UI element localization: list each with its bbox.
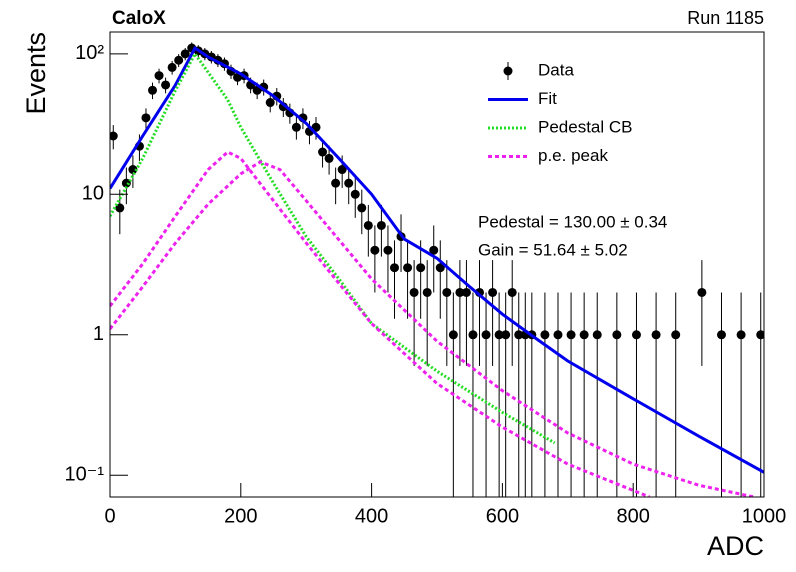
chart-title: CaloX xyxy=(112,8,166,29)
data-point xyxy=(376,220,386,230)
legend-label: Pedestal CB xyxy=(538,117,633,136)
data-point xyxy=(651,330,661,340)
curve xyxy=(110,160,755,497)
data-point xyxy=(389,263,399,273)
data-point xyxy=(161,80,171,90)
data-point xyxy=(357,203,367,213)
data-point xyxy=(422,287,432,297)
data-point xyxy=(324,153,334,163)
data-point xyxy=(448,330,458,340)
y-axis-label: Events xyxy=(21,32,51,115)
data-point xyxy=(566,330,576,340)
legend-label: Fit xyxy=(538,89,557,108)
data-point xyxy=(416,263,426,273)
data-point xyxy=(716,330,726,340)
y-tick-label: 10² xyxy=(75,42,104,64)
y-tick-label: 1 xyxy=(93,323,104,345)
data-point xyxy=(318,147,328,157)
data-point xyxy=(337,165,347,175)
data-point xyxy=(671,330,681,340)
data-point xyxy=(481,330,491,340)
data-point xyxy=(697,287,707,297)
data-point xyxy=(148,85,158,95)
data-point xyxy=(128,165,138,175)
data-point xyxy=(344,178,354,188)
annotation: Gain = 51.64 ± 5.02 xyxy=(478,240,628,259)
data-point xyxy=(501,330,511,340)
data-point xyxy=(174,55,184,65)
data-point xyxy=(494,330,504,340)
data-point xyxy=(514,330,524,340)
data-point xyxy=(154,71,164,81)
data-point xyxy=(110,131,118,141)
x-tick-label: 800 xyxy=(617,505,650,527)
data-point xyxy=(736,330,746,340)
x-tick-label: 600 xyxy=(486,505,519,527)
x-tick-label: 0 xyxy=(104,505,115,527)
plot-area xyxy=(110,42,764,497)
data-point xyxy=(180,49,190,59)
data-point xyxy=(540,330,550,340)
frame xyxy=(109,31,765,498)
data-point xyxy=(553,330,563,340)
x-tick-label: 400 xyxy=(355,505,388,527)
data-point xyxy=(455,287,465,297)
x-tick-label: 200 xyxy=(224,505,257,527)
data-point xyxy=(350,189,360,199)
y-tick-label: 10 xyxy=(82,183,104,205)
data-point xyxy=(363,220,373,230)
data-point xyxy=(612,330,622,340)
data-point xyxy=(429,245,439,255)
data-point xyxy=(631,330,641,340)
data-point xyxy=(435,263,445,273)
data-point xyxy=(383,245,393,255)
legend-label: p.e. peak xyxy=(538,146,608,165)
data-point xyxy=(579,330,589,340)
data-point xyxy=(121,178,131,188)
data-point xyxy=(461,287,471,297)
chart-subtitle: Run 1185 xyxy=(687,8,764,28)
data-point xyxy=(141,113,151,123)
data-point xyxy=(756,330,764,340)
legend-label: Data xyxy=(538,60,574,79)
data-point xyxy=(488,287,498,297)
curve xyxy=(110,45,764,474)
data-point xyxy=(468,330,478,340)
curve xyxy=(110,150,651,497)
x-axis-label: ADC xyxy=(707,531,764,561)
data-point xyxy=(409,287,419,297)
annotation: Pedestal = 130.00 ± 0.34 xyxy=(478,212,667,231)
data-point xyxy=(403,263,413,273)
legend-symbol xyxy=(503,66,513,76)
data-point xyxy=(265,98,275,108)
data-point xyxy=(370,245,380,255)
data-point xyxy=(291,122,301,132)
data-point xyxy=(507,287,517,297)
y-tick-label: 10⁻¹ xyxy=(65,464,105,486)
x-tick-label: 1000 xyxy=(742,505,787,527)
data-point xyxy=(442,287,452,297)
data-point xyxy=(592,330,602,340)
data-point xyxy=(167,62,177,72)
data-point xyxy=(331,178,341,188)
curve xyxy=(110,50,556,445)
